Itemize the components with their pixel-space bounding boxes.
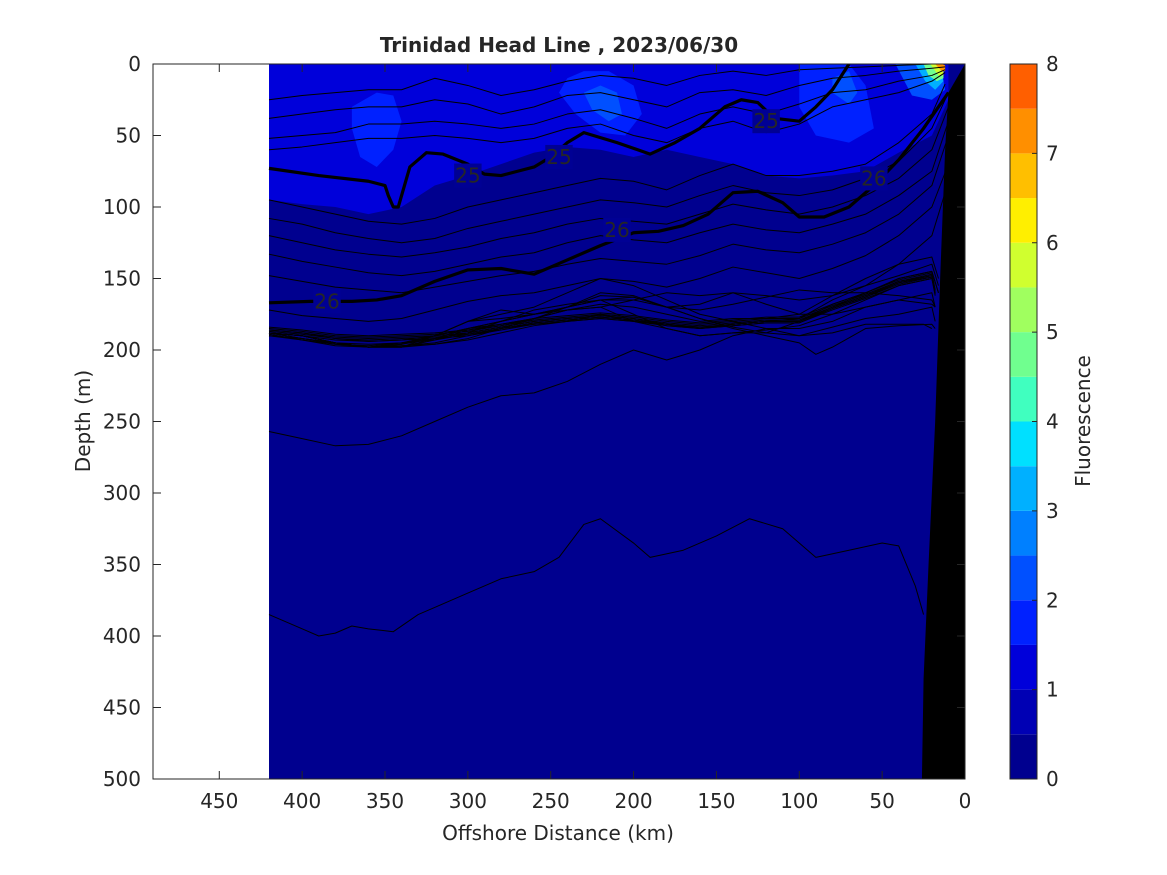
x-tick-label: 450 bbox=[200, 789, 238, 813]
colorbar-tick-label: 6 bbox=[1046, 231, 1059, 255]
density-contour bbox=[268, 69, 946, 139]
fluorescence-patch bbox=[351, 92, 402, 167]
colorbar-band bbox=[1010, 600, 1037, 645]
contour-label: 26 bbox=[604, 218, 629, 242]
x-tick-label: 250 bbox=[532, 789, 570, 813]
contour-label-background bbox=[545, 144, 573, 169]
y-axis-ticks: 0 50 100 150 200 250 300 350 400 450 500 bbox=[103, 52, 965, 791]
x-tick-label: 50 bbox=[869, 789, 894, 813]
density-contour bbox=[268, 64, 946, 101]
colorbar-band bbox=[1010, 153, 1037, 199]
contour-label-background bbox=[860, 166, 888, 191]
y-tick-label: 50 bbox=[116, 124, 141, 148]
contour-label: 25 bbox=[455, 164, 480, 188]
contour-label-background bbox=[313, 289, 341, 314]
colorbar-band bbox=[1010, 287, 1037, 333]
density-contour bbox=[268, 273, 936, 338]
y-tick-label: 0 bbox=[128, 52, 141, 76]
plot-area: 25 25 25 26 26 26 bbox=[268, 64, 965, 779]
y-tick-label: 200 bbox=[103, 338, 141, 362]
y-tick-label: 500 bbox=[103, 767, 141, 791]
colorbar-band bbox=[1010, 108, 1037, 154]
fluorescence-patch bbox=[799, 64, 874, 143]
density-contour bbox=[268, 518, 925, 637]
fluorescence-patch bbox=[583, 85, 622, 122]
x-tick-label: 350 bbox=[366, 789, 404, 813]
density-contour bbox=[268, 163, 949, 322]
colorbar-band bbox=[1010, 689, 1037, 735]
x-tick-label: 0 bbox=[959, 789, 972, 813]
density-contour bbox=[268, 292, 936, 348]
colorbar-label: Fluorescence bbox=[1071, 355, 1095, 487]
colorbar-band bbox=[1010, 198, 1037, 243]
contour-label-background bbox=[752, 109, 780, 134]
contour-label: 25 bbox=[753, 109, 778, 133]
contour-label: 26 bbox=[314, 289, 339, 313]
y-tick-label: 400 bbox=[103, 624, 141, 648]
x-tick-label: 100 bbox=[780, 789, 818, 813]
density-contour bbox=[268, 135, 949, 294]
contour-label-background bbox=[603, 217, 631, 242]
colorbar: 0 1 2 3 4 5 6 7 8 bbox=[1009, 52, 1059, 791]
y-tick-label: 100 bbox=[103, 195, 141, 219]
y-axis-label: Depth (m) bbox=[71, 370, 95, 472]
colorbar-tick-label: 7 bbox=[1046, 141, 1059, 165]
seafloor-mask bbox=[921, 64, 965, 779]
x-tick-label: 400 bbox=[283, 789, 321, 813]
density-contour bbox=[268, 272, 936, 337]
colorbar-band bbox=[1010, 242, 1037, 288]
density-contour bbox=[268, 323, 933, 447]
density-contour-bold bbox=[268, 91, 950, 305]
colorbar-band bbox=[1010, 64, 1037, 109]
colorbar-band bbox=[1010, 421, 1037, 467]
density-contour bbox=[268, 299, 936, 355]
colorbar-band bbox=[1010, 376, 1037, 422]
contour-labels: 25 25 25 26 26 26 bbox=[313, 109, 888, 314]
density-contour bbox=[268, 278, 936, 348]
colorbar-band bbox=[1010, 644, 1037, 690]
x-tick-label: 300 bbox=[449, 789, 487, 813]
colorbar-band bbox=[1010, 332, 1037, 377]
y-tick-label: 250 bbox=[103, 410, 141, 434]
y-tick-label: 300 bbox=[103, 481, 141, 505]
x-axis-ticks: 450 400 350 300 250 200 150 100 50 0 bbox=[200, 64, 971, 813]
contour-label: 25 bbox=[546, 145, 571, 169]
colorbar-band bbox=[1010, 510, 1037, 556]
density-contour bbox=[268, 72, 946, 151]
x-tick-label: 200 bbox=[614, 789, 652, 813]
density-contour bbox=[268, 275, 936, 340]
density-contour bbox=[268, 278, 936, 342]
colorbar-band bbox=[1010, 734, 1037, 779]
colorbar-tick-label: 5 bbox=[1046, 320, 1059, 344]
colorbar-tick-label: 8 bbox=[1046, 52, 1059, 76]
y-tick-label: 150 bbox=[103, 267, 141, 291]
y-tick-label: 350 bbox=[103, 553, 141, 577]
colorbar-band bbox=[1010, 555, 1037, 601]
density-contour-bold bbox=[268, 64, 851, 209]
contour-label-background bbox=[454, 163, 482, 188]
density-contour bbox=[268, 276, 936, 341]
colorbar-band bbox=[1010, 466, 1037, 511]
x-axis-label: Offshore Distance (km) bbox=[442, 821, 674, 845]
x-tick-label: 150 bbox=[697, 789, 735, 813]
density-contour bbox=[268, 83, 946, 225]
colorbar-tick-label: 3 bbox=[1046, 499, 1059, 523]
colorbar-tick-label: 1 bbox=[1046, 678, 1059, 702]
contour-label: 26 bbox=[861, 166, 886, 190]
colorbar-tick-label: 2 bbox=[1046, 588, 1059, 612]
colorbar-tick-label: 4 bbox=[1046, 410, 1059, 434]
y-tick-label: 450 bbox=[103, 696, 141, 720]
density-contour bbox=[268, 66, 946, 119]
density-contour bbox=[268, 92, 949, 244]
colorbar-tick-label: 0 bbox=[1046, 767, 1059, 791]
chart-title: Trinidad Head Line , 2023/06/30 bbox=[380, 33, 738, 57]
